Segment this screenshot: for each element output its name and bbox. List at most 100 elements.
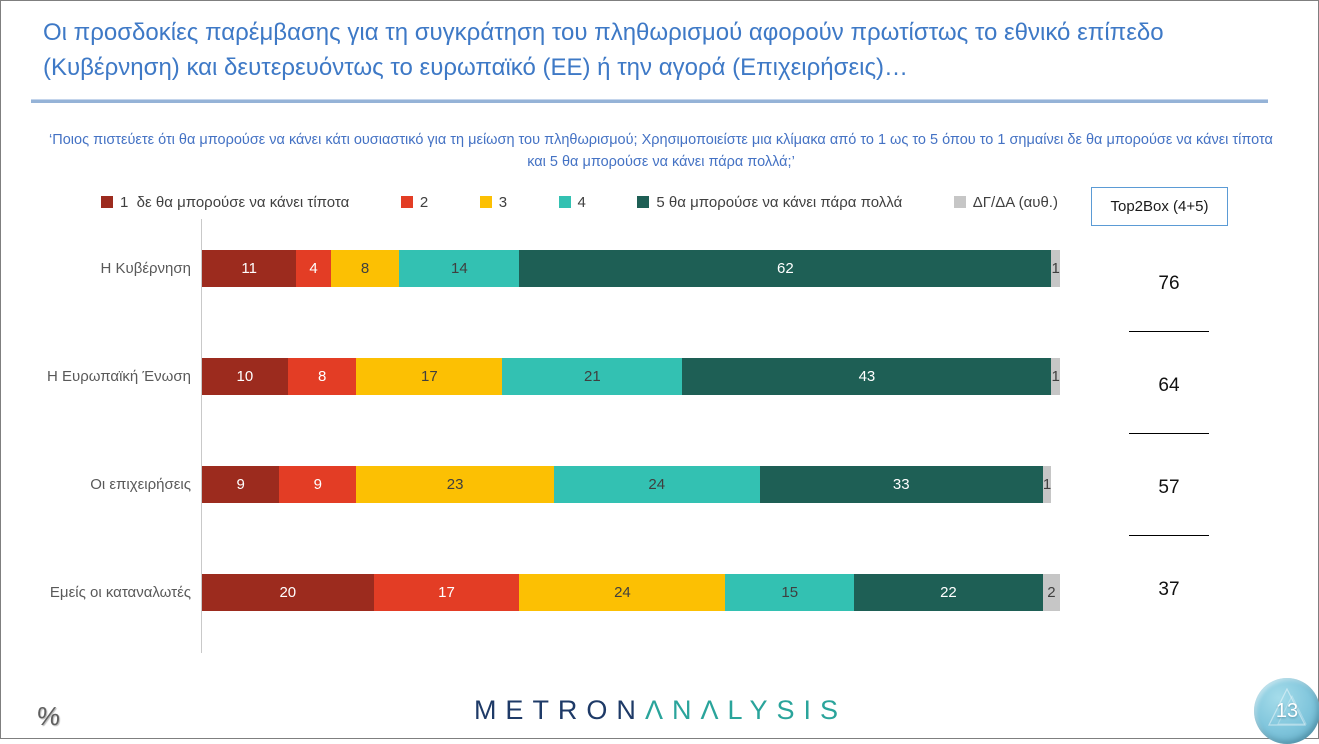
bar-value-label: 1 <box>1051 260 1060 277</box>
bar-value-label: 33 <box>892 476 910 493</box>
legend-swatch <box>558 196 571 208</box>
bar-value-label: 23 <box>446 476 464 493</box>
stacked-bar: 10 8 17 21 43 1 <box>202 358 1060 395</box>
bar-segment: 1 <box>1051 358 1060 395</box>
stacked-bar: 11 4 8 14 62 1 <box>202 250 1060 287</box>
bar-segment: 43 <box>682 358 1052 395</box>
stacked-bar: 9 9 23 24 33 1 <box>202 466 1060 503</box>
bar-segment: 21 <box>502 358 683 395</box>
title-divider <box>31 99 1268 103</box>
legend-item: ΔΓ/ΔΑ (αυθ.) <box>953 193 1058 211</box>
logo-analysis: ΛNΛLYSIS <box>644 695 848 725</box>
page-number-badge: 13 <box>1254 678 1319 744</box>
bar-value-label: 21 <box>584 368 601 385</box>
bar-segment: 17 <box>356 358 503 395</box>
category-label: Εμείς οι καταναλωτές <box>49 584 191 601</box>
top2box-value: 37 <box>1158 579 1180 600</box>
bar-segment: 1 <box>1051 250 1060 287</box>
bar-value-label: 17 <box>438 584 455 601</box>
stacked-bar: 20 17 24 15 22 2 <box>202 574 1060 611</box>
logo-metron: METRON <box>473 695 645 725</box>
legend-item-label: ΔΓ/ΔΑ (αυθ.) <box>972 193 1058 211</box>
bar-value-label: 15 <box>781 584 799 601</box>
bar-row: Η Κυβέρνηση 11 4 8 14 62 1 <box>1 250 1066 287</box>
bar-segment: 10 <box>202 358 288 395</box>
bar-segment: 20 <box>202 574 374 611</box>
top2box-value: 76 <box>1158 273 1180 294</box>
bar-segment: 1 <box>1042 466 1052 503</box>
page-number: 13 <box>1275 699 1299 722</box>
legend-swatch <box>637 196 650 208</box>
legend-swatch <box>479 196 492 208</box>
bar-segment: 9 <box>202 466 280 503</box>
legend-item-label: 5 θα μπορούσε να κάνει πάρα πολλά <box>656 193 903 211</box>
bar-value-label: 8 <box>360 260 370 277</box>
bar-value-label: 24 <box>614 584 631 601</box>
legend-item: 5 θα μπορούσε να κάνει πάρα πολλά <box>637 194 902 211</box>
legend-item-label: 2 <box>419 193 429 211</box>
bar-value-label: 17 <box>421 368 438 385</box>
chart-axis-line <box>201 219 202 653</box>
bar-segment: 15 <box>725 574 855 611</box>
bar-value-label: 22 <box>940 584 957 601</box>
legend-item-label: 3 <box>498 193 508 211</box>
bar-segment: 22 <box>854 574 1043 611</box>
bar-segment: 23 <box>356 466 554 503</box>
bar-value-label: 9 <box>236 476 245 493</box>
bar-value-label: 9 <box>313 476 322 493</box>
metron-analysis-logo: METRONΛNΛLYSIS <box>1 695 1319 726</box>
top2box-value: 57 <box>1158 477 1180 498</box>
bar-value-label: 1 <box>1042 476 1052 493</box>
legend-swatch <box>953 196 966 208</box>
top2box-label: Top2Box (4+5) <box>1110 198 1209 215</box>
top2box-header: Top2Box (4+5) <box>1091 187 1228 226</box>
survey-question: ‘Ποιος πιστεύετε ότι θα μπορούσε να κάνε… <box>49 132 1273 170</box>
legend-item: 4 <box>558 193 586 211</box>
bar-segment: 11 <box>202 250 297 287</box>
bar-segment: 24 <box>553 466 760 503</box>
legend-item: 2 <box>400 193 429 211</box>
bar-value-label: 20 <box>279 584 297 601</box>
bar-row: Εμείς οι καταναλωτές 20 17 24 15 22 2 <box>1 574 1066 611</box>
bar-segment: 8 <box>330 250 400 287</box>
bar-segment: 24 <box>519 574 726 611</box>
bar-segment: 9 <box>279 466 357 503</box>
bar-value-label: 24 <box>648 476 666 493</box>
triangle-watermark-icon <box>1268 687 1307 726</box>
top2box-values: 76 64 57 37 <box>1119 1 1219 740</box>
top2box-separator <box>1129 331 1209 332</box>
legend-swatch <box>400 196 413 208</box>
top2box-separator <box>1129 433 1209 434</box>
category-label: Οι επιχειρήσεις <box>90 476 191 493</box>
top2box-separator <box>1129 535 1209 536</box>
bar-value-label: 10 <box>236 368 254 385</box>
legend-item: 3 <box>479 193 508 211</box>
bar-value-label: 62 <box>777 260 794 277</box>
bar-segment: 62 <box>519 250 1052 287</box>
bar-value-label: 43 <box>858 368 876 385</box>
bar-segment: 14 <box>399 250 520 287</box>
legend-item-label: 1 δε θα μπορούσε να κάνει τίποτα <box>120 193 350 211</box>
bar-segment: 17 <box>373 574 520 611</box>
bar-row: Η Ευρωπαϊκή Ένωση 10 8 17 21 43 1 <box>1 358 1066 395</box>
legend-swatch <box>101 196 113 208</box>
page-title: Οι προσδοκίες παρέμβασης για τη συγκράτη… <box>43 19 1164 81</box>
bar-segment: 8 <box>287 358 357 395</box>
bar-value-label: 8 <box>317 368 327 385</box>
bar-value-label: 2 <box>1047 584 1056 601</box>
category-label: Η Κυβέρνηση <box>100 260 192 277</box>
bar-value-label: 1 <box>1051 368 1060 385</box>
legend-item-label: 4 <box>577 193 586 211</box>
bar-row: Οι επιχειρήσεις 9 9 23 24 33 1 <box>1 466 1066 503</box>
category-label: Η Ευρωπαϊκή Ένωση <box>47 368 191 385</box>
bar-value-label: 4 <box>309 260 318 277</box>
top2box-value: 64 <box>1158 375 1180 396</box>
bar-segment: 2 <box>1042 574 1060 611</box>
bar-segment: 33 <box>759 466 1043 503</box>
bar-value-label: 11 <box>241 260 257 277</box>
legend: 1 δε θα μπορούσε να κάνει τίποτα 2 3 4 5 θα … <box>101 191 1058 213</box>
legend-item: 1 δε θα μπορούσε να κάνει τίποτα <box>101 194 349 211</box>
bar-segment: 4 <box>296 250 331 287</box>
bar-value-label: 14 <box>451 260 468 277</box>
